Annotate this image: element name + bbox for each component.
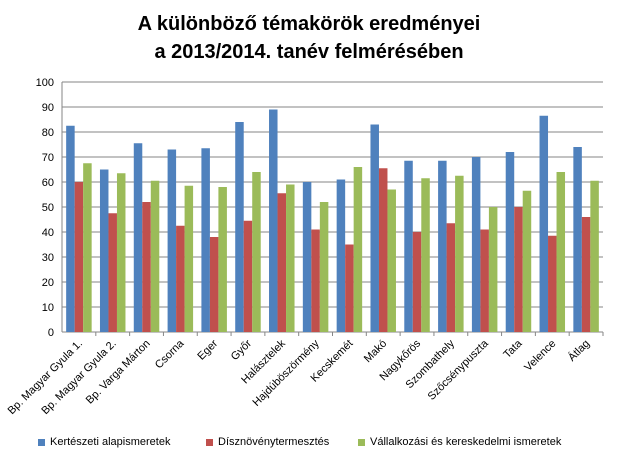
bar-2: [581, 217, 591, 332]
bar-2: [142, 202, 151, 332]
y-tick-label: 50: [42, 202, 54, 214]
bar-1: [404, 160, 413, 332]
x-category-label: Velence: [522, 338, 558, 374]
x-category-label: Bp. Varga Márton: [84, 338, 153, 407]
chart-title: A különböző témakörök eredményei a 2013/…: [0, 10, 618, 66]
bar-2: [176, 225, 185, 332]
legend-item: Vállalkozási és kereskedelmi ismeretek: [358, 436, 561, 448]
bar-1: [505, 152, 515, 332]
bar-1: [133, 143, 143, 332]
y-tick-label: 20: [42, 277, 54, 289]
bar-2: [548, 235, 557, 332]
bar-3: [184, 185, 194, 332]
bar-3: [83, 163, 92, 332]
bar-2: [277, 193, 287, 332]
bar-1: [302, 182, 312, 332]
bar-1: [471, 157, 481, 332]
y-tick-label: 0: [48, 327, 54, 339]
y-tick-label: 40: [42, 227, 54, 239]
bar-1: [336, 179, 346, 332]
bar-2: [480, 229, 489, 332]
x-category-label: Csorna: [153, 337, 187, 371]
bar-1: [438, 160, 447, 332]
legend-label: Vállalkozási és kereskedelmi ismeretek: [370, 436, 562, 448]
bar-3: [150, 180, 160, 332]
bar-1: [235, 122, 244, 332]
bar-2: [311, 229, 320, 332]
x-category-label: Győr: [229, 337, 255, 363]
bar-2: [209, 237, 219, 332]
y-tick-label: 10: [42, 302, 54, 314]
chart-title-line-1: A különböző témakörök eredményei: [137, 13, 481, 35]
bar-2: [446, 223, 456, 332]
bar-1: [269, 109, 278, 332]
bar-3: [218, 187, 227, 332]
x-category-label: Makó: [362, 338, 390, 366]
bar-2: [412, 232, 422, 332]
legend-swatch: [38, 438, 45, 446]
bar-1: [201, 148, 210, 332]
legend-label: Dísznövénytermesztés: [218, 436, 330, 448]
bar-3: [421, 178, 430, 332]
bar-3: [286, 184, 295, 332]
y-tick-label: 60: [42, 177, 54, 189]
y-tick-label: 70: [42, 152, 54, 164]
bar-1: [167, 149, 177, 332]
legend-swatch: [206, 438, 213, 446]
bar-3: [252, 172, 261, 332]
bar-2: [378, 168, 388, 332]
legend-swatch: [358, 438, 365, 446]
bar-2: [243, 220, 253, 332]
bar-1: [370, 124, 379, 332]
bar-1: [66, 125, 75, 332]
legend-item: Dísznövénytermesztés: [206, 436, 329, 448]
bar-3: [556, 172, 566, 332]
x-category-label: Tata: [501, 337, 525, 361]
bar-3: [116, 173, 126, 332]
x-category-label: Szőcsénypuszta: [426, 337, 492, 403]
bar-3: [387, 189, 396, 332]
legend-item: Kertészeti alapismeretek: [38, 436, 170, 448]
bar-3: [353, 167, 363, 332]
bar-2: [108, 213, 117, 332]
x-category-label: Átlag: [565, 337, 592, 364]
y-tick-label: 100: [36, 77, 54, 89]
bar-2: [345, 244, 354, 332]
bar-1: [539, 115, 549, 332]
bar-1: [99, 169, 109, 332]
x-category-label: Eger: [195, 337, 220, 362]
bar-3: [455, 175, 464, 332]
y-tick-label: 90: [42, 102, 54, 114]
y-tick-label: 80: [42, 127, 54, 139]
bar-2: [74, 182, 84, 332]
bar-3: [488, 207, 498, 332]
bar-2: [514, 207, 523, 332]
bar-3: [522, 190, 532, 332]
legend-label: Kertészeti alapismeretek: [50, 436, 171, 448]
chart-title-line-2: a 2013/2014. tanév felmérésében: [154, 41, 464, 63]
bar-1: [573, 147, 582, 332]
bar-3: [590, 180, 599, 332]
y-tick-label: 30: [42, 252, 54, 264]
bar-3: [319, 202, 329, 332]
